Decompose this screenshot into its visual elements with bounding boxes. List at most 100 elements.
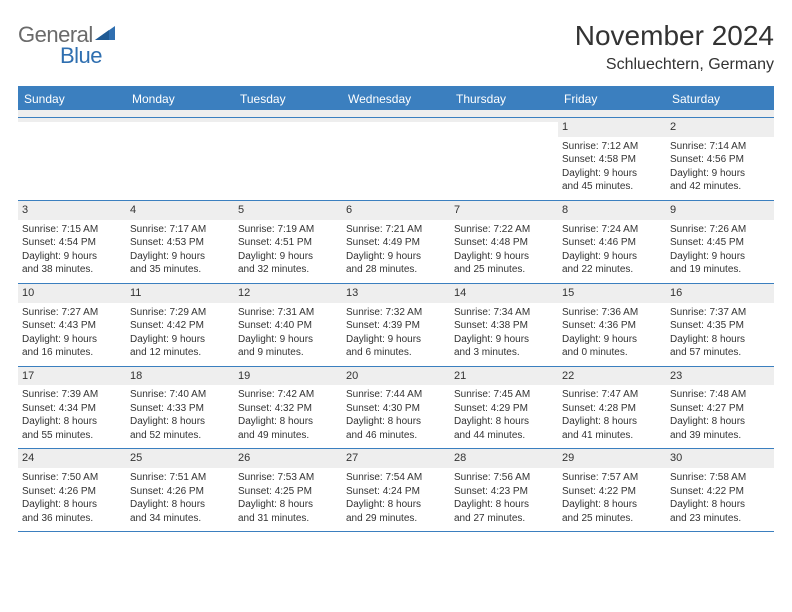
day1-text: Daylight: 8 hours <box>670 498 770 512</box>
day2-text: and 31 minutes. <box>238 512 338 526</box>
day-number: 15 <box>558 284 666 303</box>
day2-text: and 9 minutes. <box>238 346 338 360</box>
day1-text: Daylight: 9 hours <box>238 250 338 264</box>
day1-text: Daylight: 9 hours <box>346 333 446 347</box>
day-cell: 24Sunrise: 7:50 AMSunset: 4:26 PMDayligh… <box>18 449 126 531</box>
sunrise-text: Sunrise: 7:42 AM <box>238 388 338 402</box>
day-cell: 16Sunrise: 7:37 AMSunset: 4:35 PMDayligh… <box>666 284 774 366</box>
calendar-page: General Blue November 2024 Schluechtern,… <box>0 0 792 552</box>
sunrise-text: Sunrise: 7:40 AM <box>130 388 230 402</box>
day-number: 7 <box>450 201 558 220</box>
sunset-text: Sunset: 4:26 PM <box>130 485 230 499</box>
day2-text: and 42 minutes. <box>670 180 770 194</box>
month-title: November 2024 <box>575 20 774 52</box>
day2-text: and 29 minutes. <box>346 512 446 526</box>
day1-text: Daylight: 8 hours <box>346 415 446 429</box>
sunrise-text: Sunrise: 7:19 AM <box>238 223 338 237</box>
sunrise-text: Sunrise: 7:24 AM <box>562 223 662 237</box>
day-cell: 26Sunrise: 7:53 AMSunset: 4:25 PMDayligh… <box>234 449 342 531</box>
day1-text: Daylight: 8 hours <box>454 498 554 512</box>
sunrise-text: Sunrise: 7:51 AM <box>130 471 230 485</box>
day-cell: 2Sunrise: 7:14 AMSunset: 4:56 PMDaylight… <box>666 118 774 200</box>
day-number: 5 <box>234 201 342 220</box>
day-cell: 9Sunrise: 7:26 AMSunset: 4:45 PMDaylight… <box>666 201 774 283</box>
day-cell: 12Sunrise: 7:31 AMSunset: 4:40 PMDayligh… <box>234 284 342 366</box>
day-cell: 10Sunrise: 7:27 AMSunset: 4:43 PMDayligh… <box>18 284 126 366</box>
sunset-text: Sunset: 4:24 PM <box>346 485 446 499</box>
day2-text: and 32 minutes. <box>238 263 338 277</box>
day-cell <box>234 118 342 200</box>
sunrise-text: Sunrise: 7:22 AM <box>454 223 554 237</box>
day-cell: 17Sunrise: 7:39 AMSunset: 4:34 PMDayligh… <box>18 367 126 449</box>
day1-text: Daylight: 8 hours <box>238 415 338 429</box>
day-cell <box>342 118 450 200</box>
day-cell: 6Sunrise: 7:21 AMSunset: 4:49 PMDaylight… <box>342 201 450 283</box>
day-number <box>342 118 450 122</box>
sunrise-text: Sunrise: 7:37 AM <box>670 306 770 320</box>
sunset-text: Sunset: 4:39 PM <box>346 319 446 333</box>
day-number: 22 <box>558 367 666 386</box>
day-cell <box>450 118 558 200</box>
day-cell: 1Sunrise: 7:12 AMSunset: 4:58 PMDaylight… <box>558 118 666 200</box>
sunset-text: Sunset: 4:22 PM <box>670 485 770 499</box>
sunset-text: Sunset: 4:42 PM <box>130 319 230 333</box>
day1-text: Daylight: 9 hours <box>454 333 554 347</box>
sunset-text: Sunset: 4:27 PM <box>670 402 770 416</box>
day-cell: 21Sunrise: 7:45 AMSunset: 4:29 PMDayligh… <box>450 367 558 449</box>
day-number: 14 <box>450 284 558 303</box>
day2-text: and 45 minutes. <box>562 180 662 194</box>
sunrise-text: Sunrise: 7:26 AM <box>670 223 770 237</box>
sunrise-text: Sunrise: 7:48 AM <box>670 388 770 402</box>
day1-text: Daylight: 8 hours <box>22 415 122 429</box>
day1-text: Daylight: 9 hours <box>22 333 122 347</box>
day2-text: and 12 minutes. <box>130 346 230 360</box>
sunset-text: Sunset: 4:45 PM <box>670 236 770 250</box>
day-number: 17 <box>18 367 126 386</box>
day2-text: and 3 minutes. <box>454 346 554 360</box>
day-number <box>234 118 342 122</box>
sunrise-text: Sunrise: 7:45 AM <box>454 388 554 402</box>
sunrise-text: Sunrise: 7:56 AM <box>454 471 554 485</box>
dow-thursday: Thursday <box>450 88 558 110</box>
day1-text: Daylight: 8 hours <box>562 415 662 429</box>
sunset-text: Sunset: 4:36 PM <box>562 319 662 333</box>
day1-text: Daylight: 9 hours <box>346 250 446 264</box>
day-number <box>450 118 558 122</box>
day2-text: and 22 minutes. <box>562 263 662 277</box>
day-number: 11 <box>126 284 234 303</box>
day-cell: 22Sunrise: 7:47 AMSunset: 4:28 PMDayligh… <box>558 367 666 449</box>
day1-text: Daylight: 9 hours <box>130 250 230 264</box>
day2-text: and 25 minutes. <box>562 512 662 526</box>
day1-text: Daylight: 9 hours <box>670 167 770 181</box>
week-row: 24Sunrise: 7:50 AMSunset: 4:26 PMDayligh… <box>18 449 774 532</box>
day-cell: 28Sunrise: 7:56 AMSunset: 4:23 PMDayligh… <box>450 449 558 531</box>
day1-text: Daylight: 8 hours <box>562 498 662 512</box>
sunset-text: Sunset: 4:33 PM <box>130 402 230 416</box>
day2-text: and 0 minutes. <box>562 346 662 360</box>
day-cell: 25Sunrise: 7:51 AMSunset: 4:26 PMDayligh… <box>126 449 234 531</box>
day1-text: Daylight: 8 hours <box>22 498 122 512</box>
day1-text: Daylight: 9 hours <box>22 250 122 264</box>
day-number: 8 <box>558 201 666 220</box>
sunset-text: Sunset: 4:32 PM <box>238 402 338 416</box>
sunset-text: Sunset: 4:35 PM <box>670 319 770 333</box>
day2-text: and 28 minutes. <box>346 263 446 277</box>
day1-text: Daylight: 8 hours <box>454 415 554 429</box>
sunset-text: Sunset: 4:49 PM <box>346 236 446 250</box>
day-cell <box>18 118 126 200</box>
day2-text: and 39 minutes. <box>670 429 770 443</box>
day-number <box>126 118 234 122</box>
sunset-text: Sunset: 4:46 PM <box>562 236 662 250</box>
sunrise-text: Sunrise: 7:17 AM <box>130 223 230 237</box>
day-number: 16 <box>666 284 774 303</box>
day-cell <box>126 118 234 200</box>
sunrise-text: Sunrise: 7:54 AM <box>346 471 446 485</box>
dow-wednesday: Wednesday <box>342 88 450 110</box>
day-cell: 14Sunrise: 7:34 AMSunset: 4:38 PMDayligh… <box>450 284 558 366</box>
sunset-text: Sunset: 4:25 PM <box>238 485 338 499</box>
day-number: 28 <box>450 449 558 468</box>
day2-text: and 55 minutes. <box>22 429 122 443</box>
day-cell: 11Sunrise: 7:29 AMSunset: 4:42 PMDayligh… <box>126 284 234 366</box>
sunset-text: Sunset: 4:53 PM <box>130 236 230 250</box>
sunrise-text: Sunrise: 7:29 AM <box>130 306 230 320</box>
